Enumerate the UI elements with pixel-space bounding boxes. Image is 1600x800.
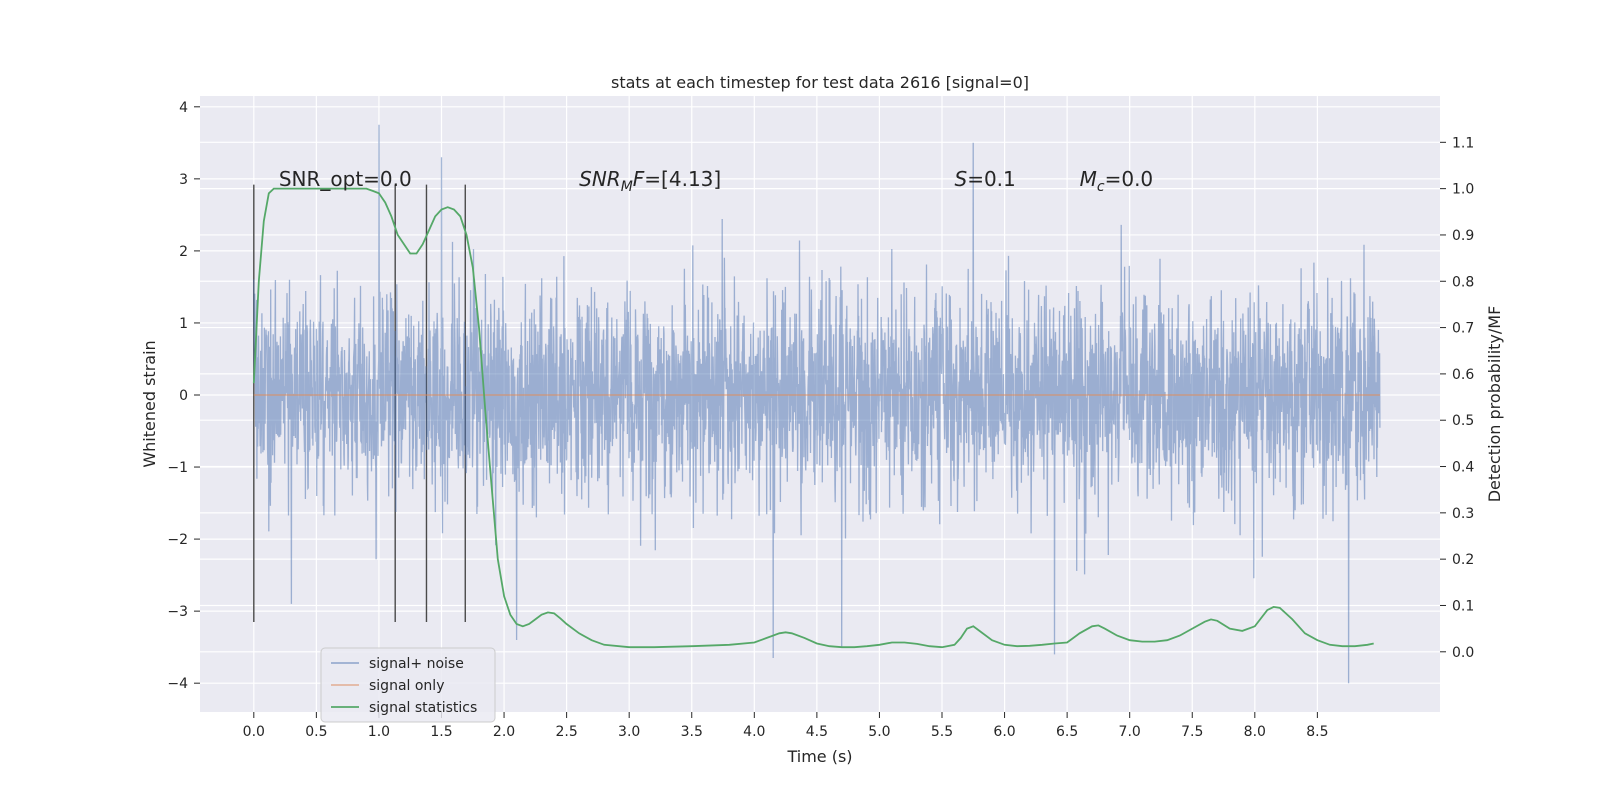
legend-label-statistics: signal statistics [369,700,477,716]
y-tick-label: −3 [167,604,188,620]
y2-tick-label: 0.0 [1452,645,1474,661]
y2-axis-label: Detection probability/MF [1485,306,1504,503]
y2-tick-label: 0.5 [1452,413,1474,429]
y2-tick-label: 0.8 [1452,274,1474,290]
x-tick-label: 6.5 [1056,724,1078,740]
y2-tick-label: 0.9 [1452,228,1474,244]
annotations: SNR_opt=0.0 SNRMF=[4.13] S=0.1 Mc=0.0 [279,167,1153,195]
y-tick-label: 1 [179,316,188,332]
y2-tick-label: 1.1 [1452,135,1474,151]
x-tick-label: 7.5 [1181,724,1203,740]
y-tick-label: 4 [179,100,188,116]
annotation-2: S=0.1 [955,167,1016,191]
y-tick-label: 3 [179,172,188,188]
annotation-0: SNR_opt=0.0 [279,167,412,191]
x-tick-label: 1.5 [430,724,452,740]
tick-layer: 0.0 0.5 1.0 1.5 2.0 2.5 3.0 3.5 4.0 4.5 5.0 5.5 6.0 6… [167,100,1474,740]
y-tick-label: −1 [167,460,188,476]
series-layer [252,124,1381,684]
x-tick-label: 8.5 [1306,724,1328,740]
y2-tick-label: 0.6 [1452,367,1474,383]
annotation-1: SNRMF=[4.13] [579,167,721,195]
x-tick-label: 7.0 [1119,724,1141,740]
x-tick-label: 0.5 [305,724,327,740]
x-tick-label: 5.5 [931,724,953,740]
x-tick-label: 2.5 [555,724,577,740]
y2-tick-label: 0.1 [1452,598,1474,614]
x-tick-label: 8.0 [1244,724,1266,740]
x-tick-label: 3.0 [618,724,640,740]
x-tick-label: 6.0 [993,724,1015,740]
y-tick-label: 0 [179,388,188,404]
annotation-3: Mc=0.0 [1080,167,1154,195]
y-tick-label: −4 [167,676,188,692]
x-tick-label: 4.5 [806,724,828,740]
x-tick-label: 1.0 [368,724,390,740]
legend: signal+ noise signal only signal statist… [320,647,496,723]
y2-tick-label: 0.7 [1452,321,1474,337]
x-tick-label: 0.0 [243,724,265,740]
legend-label-noise: signal+ noise [369,656,464,672]
legend-box [320,647,496,723]
y2-tick-label: 0.4 [1452,460,1474,476]
x-tick-label: 3.5 [681,724,703,740]
legend-label-signal: signal only [369,678,444,694]
y2-tick-label: 0.2 [1452,552,1474,568]
x-axis-label: Time (s) [786,747,852,766]
x-tick-label: 5.0 [868,724,890,740]
y2-tick-label: 0.3 [1452,506,1474,522]
y-tick-label: −2 [167,532,188,548]
series-signal-statistics [252,187,1374,649]
x-tick-label: 2.0 [493,724,515,740]
y-tick-label: 2 [179,244,188,260]
y-axis-label: Whitened strain [140,340,159,467]
chart-title: stats at each timestep for test data 261… [611,73,1029,92]
y2-tick-label: 1.0 [1452,182,1474,198]
x-tick-label: 4.0 [743,724,765,740]
